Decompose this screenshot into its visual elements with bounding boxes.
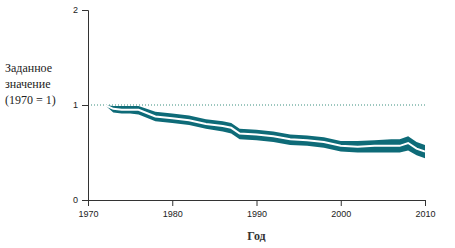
x-tick: 1980: [163, 200, 183, 219]
confidence-band: [105, 105, 425, 158]
x-tick-mark: [257, 200, 258, 206]
plot-area: [88, 105, 425, 158]
x-tick-mark: [425, 200, 426, 206]
y-axis-title: Заданное: [5, 61, 52, 75]
x-tick-label: 2010: [415, 209, 435, 219]
x-tick-label: 1990: [247, 209, 267, 219]
x-tick-label: 1980: [163, 209, 183, 219]
y-tick: 0: [73, 195, 88, 205]
y-tick-label: 1: [73, 100, 78, 110]
y-tick-label: 2: [73, 5, 78, 15]
y-axis: 0 1 2: [73, 5, 89, 205]
x-tick: 1990: [247, 200, 267, 219]
x-tick-mark: [172, 200, 173, 206]
chart: 1970 1980 1990 2000 2010 0 1 2 Год Заданное значен…: [0, 0, 455, 248]
x-tick-mark: [341, 200, 342, 206]
y-tick-mark: [82, 105, 88, 106]
x-tick: 2000: [331, 200, 351, 219]
x-axis-line: [89, 201, 426, 207]
y-axis-title: значение: [5, 77, 51, 91]
y-axis-line: [82, 11, 89, 201]
x-tick-label: 1970: [78, 209, 98, 219]
y-tick-label: 0: [73, 195, 78, 205]
y-tick: 2: [73, 5, 88, 15]
x-tick-label: 2000: [331, 209, 351, 219]
reference-line: [88, 105, 425, 106]
x-axis-title: Год: [247, 229, 265, 243]
y-tick: 1: [73, 100, 88, 110]
y-tick-mark: [82, 10, 88, 11]
data-line: [105, 105, 425, 152]
y-axis-title: (1970 = 1): [5, 93, 56, 107]
y-tick-mark: [82, 200, 88, 201]
x-tick: 1970: [78, 200, 98, 219]
x-tick: 2010: [415, 200, 435, 219]
x-axis: 1970 1980 1990 2000 2010: [78, 200, 435, 219]
